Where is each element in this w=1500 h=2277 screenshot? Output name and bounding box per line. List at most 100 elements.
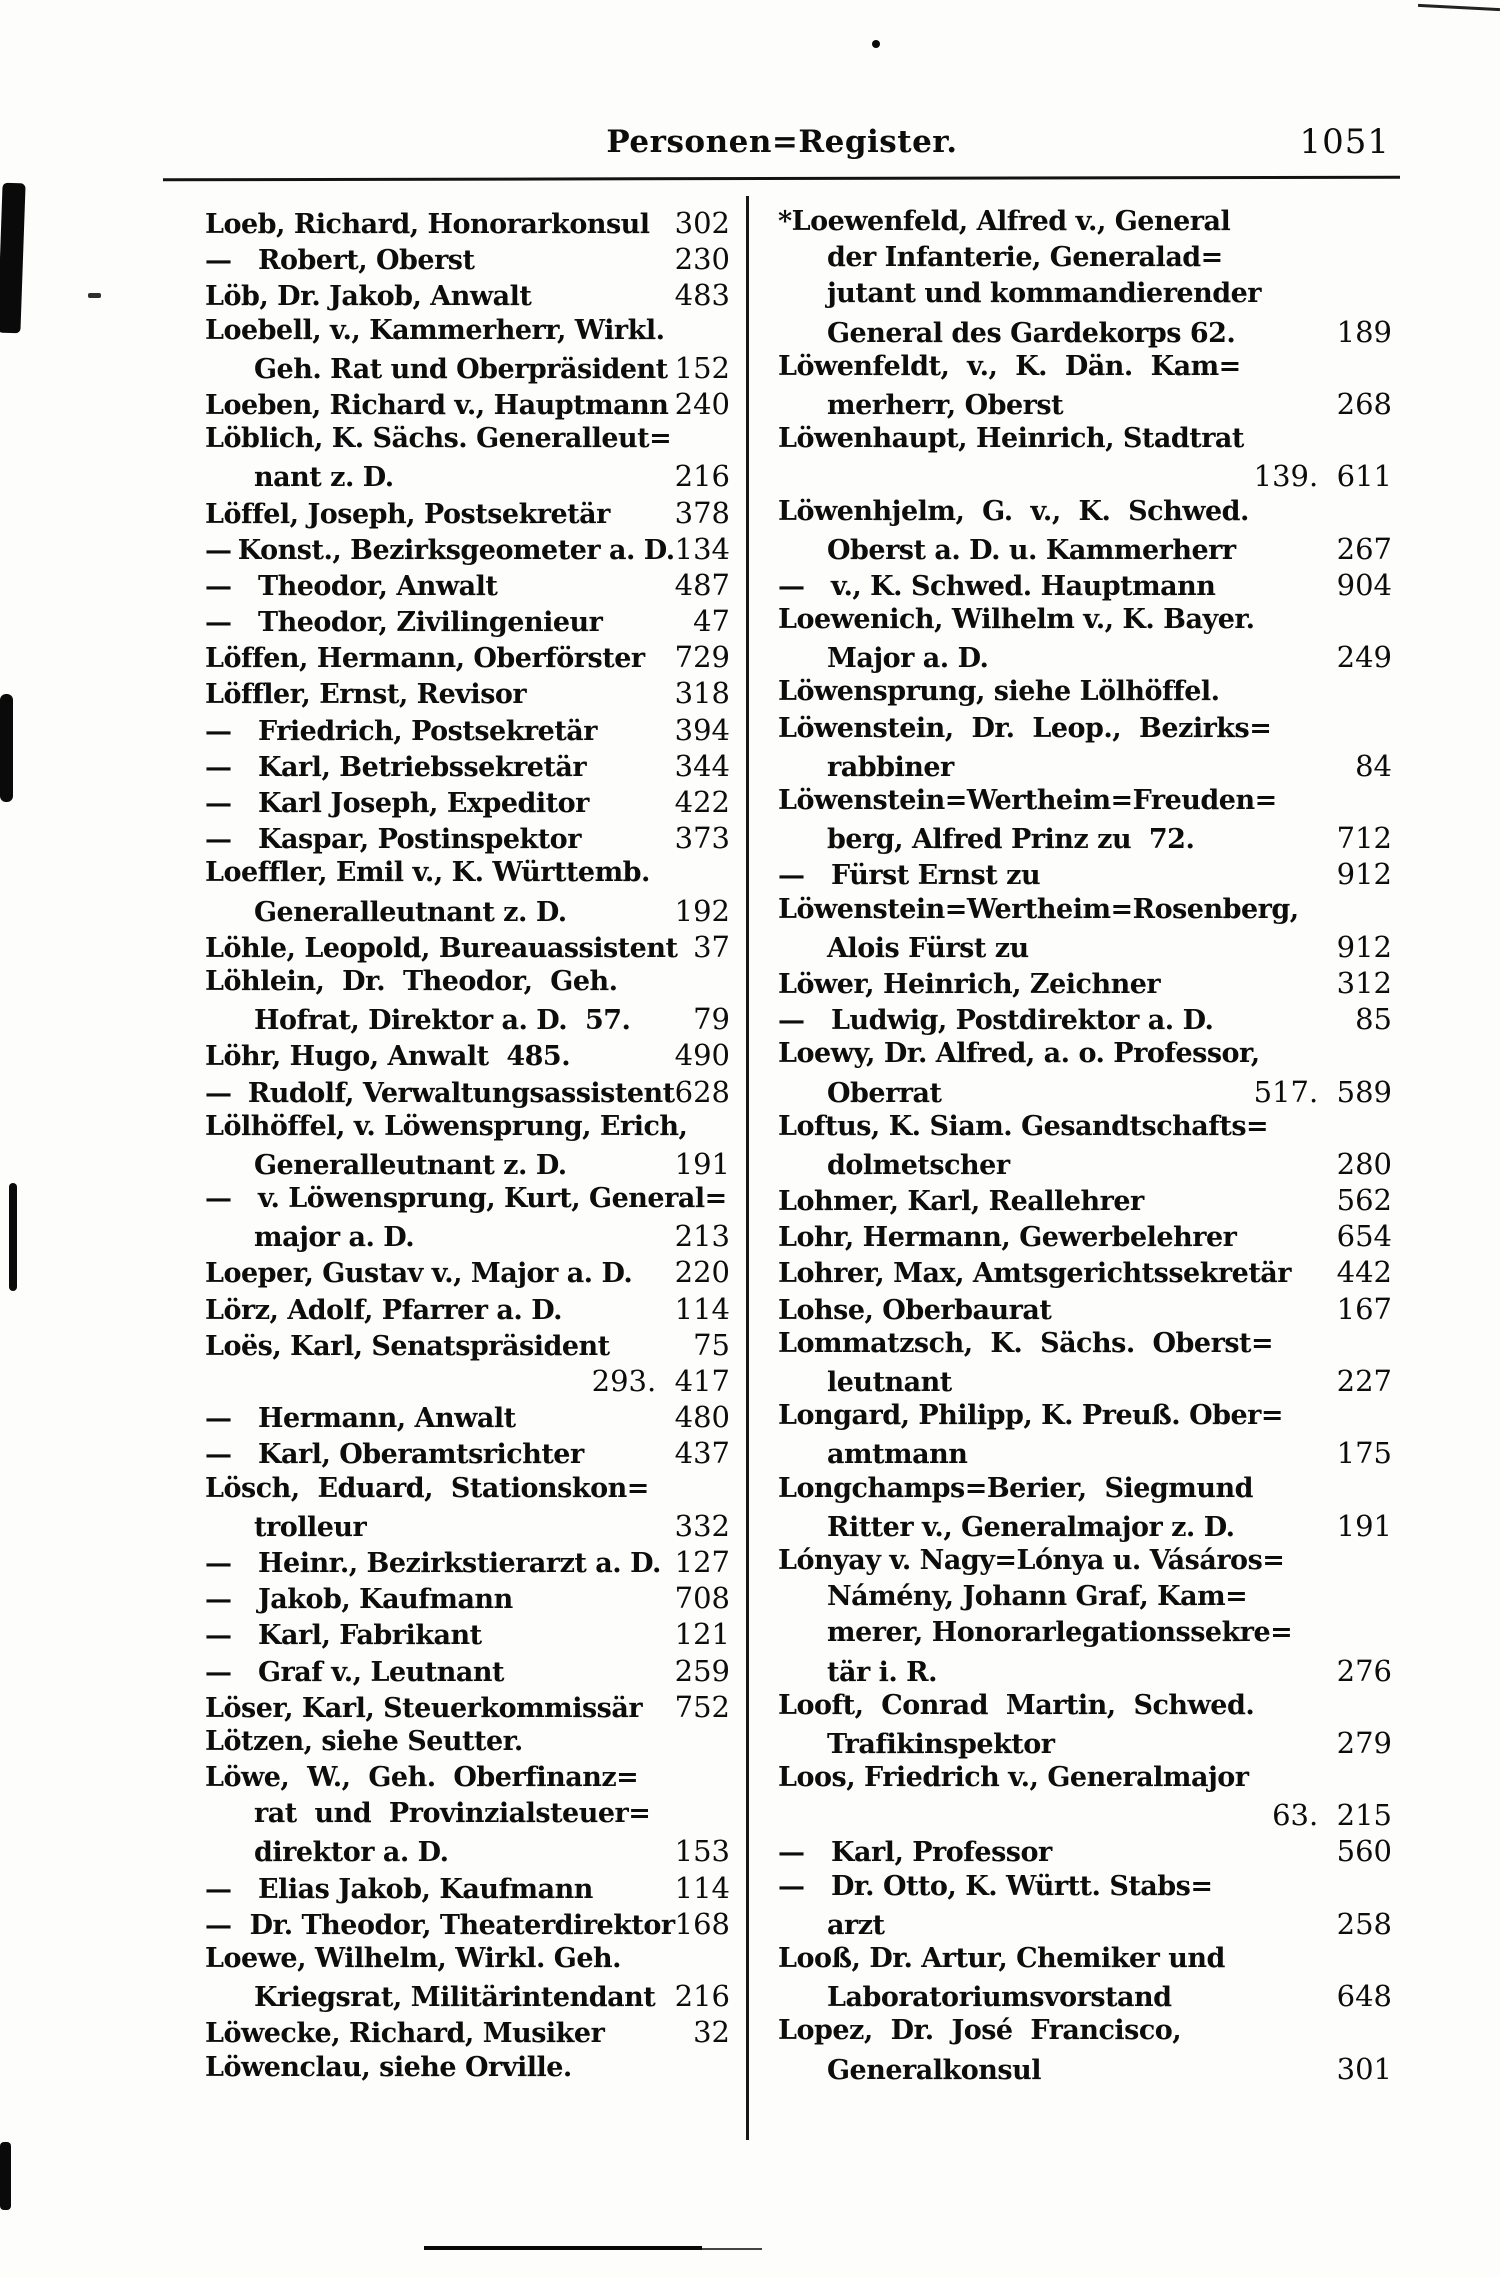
entry-page-number: 216 (674, 1979, 730, 2014)
entry-text: Löhr, Hugo, Anwalt 485. (205, 1041, 571, 1073)
index-entry-line: Generalleutnant z. D. 192 (205, 894, 730, 930)
entry-page-number: 708 (674, 1581, 730, 1616)
entry-text: Kriegsrat, Militärintendant (254, 1982, 656, 2014)
index-entry-line: — v. Löwensprung, Kurt, General= (205, 1183, 730, 1219)
entry-page-number: 259 (674, 1653, 730, 1688)
index-entry-line: Löffen, Hermann, Oberförster 729 (205, 640, 730, 676)
index-entry-line: Loebell, v., Kammerherr, Wirkl. (205, 315, 730, 351)
entry-page-number: 301 (1336, 2051, 1392, 2086)
repeat-dash: — (778, 860, 805, 892)
index-entry-line: — Dr. Otto, K. Württ. Stabs= (778, 1871, 1392, 1907)
entry-text: Löblich, K. Sächs. Generalleut= (205, 423, 672, 455)
entry-text: *Loewenfeld, Alfred v., General (778, 206, 1231, 237)
entry-page-number: 168 (674, 1906, 730, 1941)
entry-text: v. Löwensprung, Kurt, General= (258, 1183, 727, 1215)
index-entry-line: Loewe, Wilhelm, Wirkl. Geh. (205, 1943, 730, 1979)
page-title: Personen=Register. (606, 124, 958, 160)
entry-text: Lörz, Adolf, Pfarrer a. D. (205, 1294, 563, 1326)
entry-text: direktor a. D. (254, 1837, 449, 1869)
entry-page-number: 628 (674, 1074, 730, 1109)
entry-text: v., K. Schwed. Hauptmann (831, 570, 1216, 602)
index-entry-line: Löhr, Hugo, Anwalt 485. 490 (205, 1038, 730, 1074)
entry-page-number: 904 (1336, 567, 1392, 602)
index-entry-line: Oberst a. D. u. Kammerherr 267 (778, 532, 1392, 568)
repeat-dash: — (205, 1909, 232, 1941)
entry-text: Ludwig, Postdirektor a. D. (831, 1005, 1214, 1037)
entry-page-number: 32 (693, 2015, 730, 2050)
index-column-right: *Loewenfeld, Alfred v., General der Infan… (778, 206, 1392, 2088)
entry-page-number: 487 (674, 567, 730, 602)
scan-artifact-left-bar (0, 694, 13, 802)
entry-text: Longchamps=Berier, Siegmund (778, 1472, 1253, 1504)
entry-text: Loewy, Dr. Alfred, a. o. Professor, (778, 1038, 1260, 1070)
entry-text: major a. D. (254, 1222, 415, 1254)
index-entry-line: leutnant 227 (778, 1364, 1392, 1400)
entry-text: Lohmer, Karl, Reallehrer (778, 1186, 1144, 1218)
entry-text: Löwenclau, siehe Orville. (205, 2051, 572, 2083)
index-entry-line: nant z. D. 216 (205, 459, 730, 495)
entry-page-number: 268 (1336, 386, 1392, 421)
repeat-dash: — (205, 751, 232, 783)
index-entry-line: Löwecke, Richard, Musiker 32 (205, 2015, 730, 2051)
entry-text: Loftus, K. Siam. Gesandtschafts= (778, 1110, 1269, 1142)
repeat-dash: — (778, 1837, 805, 1869)
entry-text: Theodor, Anwalt (258, 570, 498, 602)
entry-text: Löwenhjelm, G. v., K. Schwed. (778, 495, 1249, 527)
entry-text: Konst., Bezirksgeometer a. D. (237, 534, 675, 566)
entry-text: Graf v., Leutnant (258, 1656, 504, 1688)
entry-text: Theodor, Zivilingenieur (258, 607, 603, 639)
entry-page-number: 480 (674, 1400, 730, 1435)
entry-page-number: 79 (693, 1002, 730, 1037)
entry-page-number: 422 (674, 785, 730, 819)
entry-page-number: 191 (674, 1146, 730, 1181)
index-entry-line: — Friedrich, Postsekretär 394 (205, 713, 730, 749)
index-entry-line: Lötzen, siehe Seutter. (205, 1726, 730, 1762)
entry-text: Longard, Philipp, K. Preuß. Ober= (778, 1400, 1284, 1432)
entry-text: Oberst a. D. u. Kammerherr (827, 534, 1236, 566)
entry-page-number: 127 (674, 1544, 730, 1579)
entry-page-number: 490 (674, 1038, 730, 1073)
entry-text: Heinr., Bezirkstierarzt a. D. (258, 1547, 661, 1579)
entry-text: Löhlein, Dr. Theodor, Geh. (205, 965, 618, 997)
index-entry-line: Lölhöffel, v. Löwensprung, Erich, (205, 1111, 730, 1147)
index-entry-line: Löb, Dr. Jakob, Anwalt 483 (205, 278, 730, 314)
index-entry-line: Alois Fürst zu 912 (778, 930, 1392, 966)
entry-page-number: 134 (674, 531, 730, 566)
entry-page-number: 279 (1336, 1725, 1392, 1760)
entry-text: Lónyay v. Nagy=Lónya u. Vásáros= (778, 1544, 1285, 1576)
entry-text: nant z. D. (254, 462, 394, 494)
index-entry-line: Lónyay v. Nagy=Lónya u. Vásáros= (778, 1545, 1392, 1581)
entry-text: Lösch, Eduard, Stationskon= (205, 1472, 649, 1504)
page-number: 1051 (1299, 122, 1390, 162)
entry-text: Karl, Professor (831, 1837, 1052, 1869)
index-entry-line: Löwenhjelm, G. v., K. Schwed. (778, 496, 1392, 532)
entry-page-number: 189 (1336, 314, 1392, 349)
index-entry-line: Loeper, Gustav v., Major a. D. 220 (205, 1255, 730, 1291)
entry-page-number: 175 (1336, 1436, 1392, 1471)
entry-page-number: 220 (674, 1255, 730, 1290)
index-entry-line: Loewy, Dr. Alfred, a. o. Professor, (778, 1038, 1392, 1074)
entry-text: Dr. Theodor, Theaterdirektor (249, 1909, 676, 1941)
index-entry-line: General des Gardekorps 62. 189 (778, 315, 1392, 351)
index-entry-line: Löwenclau, siehe Orville. (205, 2052, 730, 2088)
index-entry-line: — Graf v., Leutnant 259 (205, 1654, 730, 1690)
index-entry-line: Hofrat, Direktor a. D. 57. 79 (205, 1002, 730, 1038)
index-entry-line: Loeffler, Emil v., K. Württemb. (205, 857, 730, 893)
entry-page-number: 483 (674, 278, 730, 313)
index-entry-line: — Rudolf, Verwaltungsassistent 628 (205, 1075, 730, 1111)
index-entry-line: Loeb, Richard, Honorarkonsul 302 (205, 206, 730, 242)
entry-page-number: 712 (1336, 821, 1392, 856)
index-entry-line: Generalleutnant z. D. 191 (205, 1147, 730, 1183)
scan-artifact-bottom-line (424, 2246, 702, 2250)
entry-text: Dr. Otto, K. Württ. Stabs= (831, 1870, 1213, 1902)
entry-text: Karl, Oberamtsrichter (258, 1439, 584, 1471)
repeat-dash: — (205, 245, 232, 277)
entry-page-number: 139. 611 (1253, 459, 1392, 494)
entry-text: Lohrer, Max, Amtsgerichtssekretär (778, 1258, 1292, 1290)
entry-page-number: 344 (674, 748, 730, 783)
entry-page-number: 249 (1336, 640, 1392, 675)
entry-page-number: 442 (1336, 1255, 1392, 1290)
entry-text: Karl, Betriebssekretär (258, 751, 587, 783)
index-entry-line: — Theodor, Anwalt 487 (205, 568, 730, 604)
entry-text: Generalleutnant z. D. (254, 1149, 567, 1181)
